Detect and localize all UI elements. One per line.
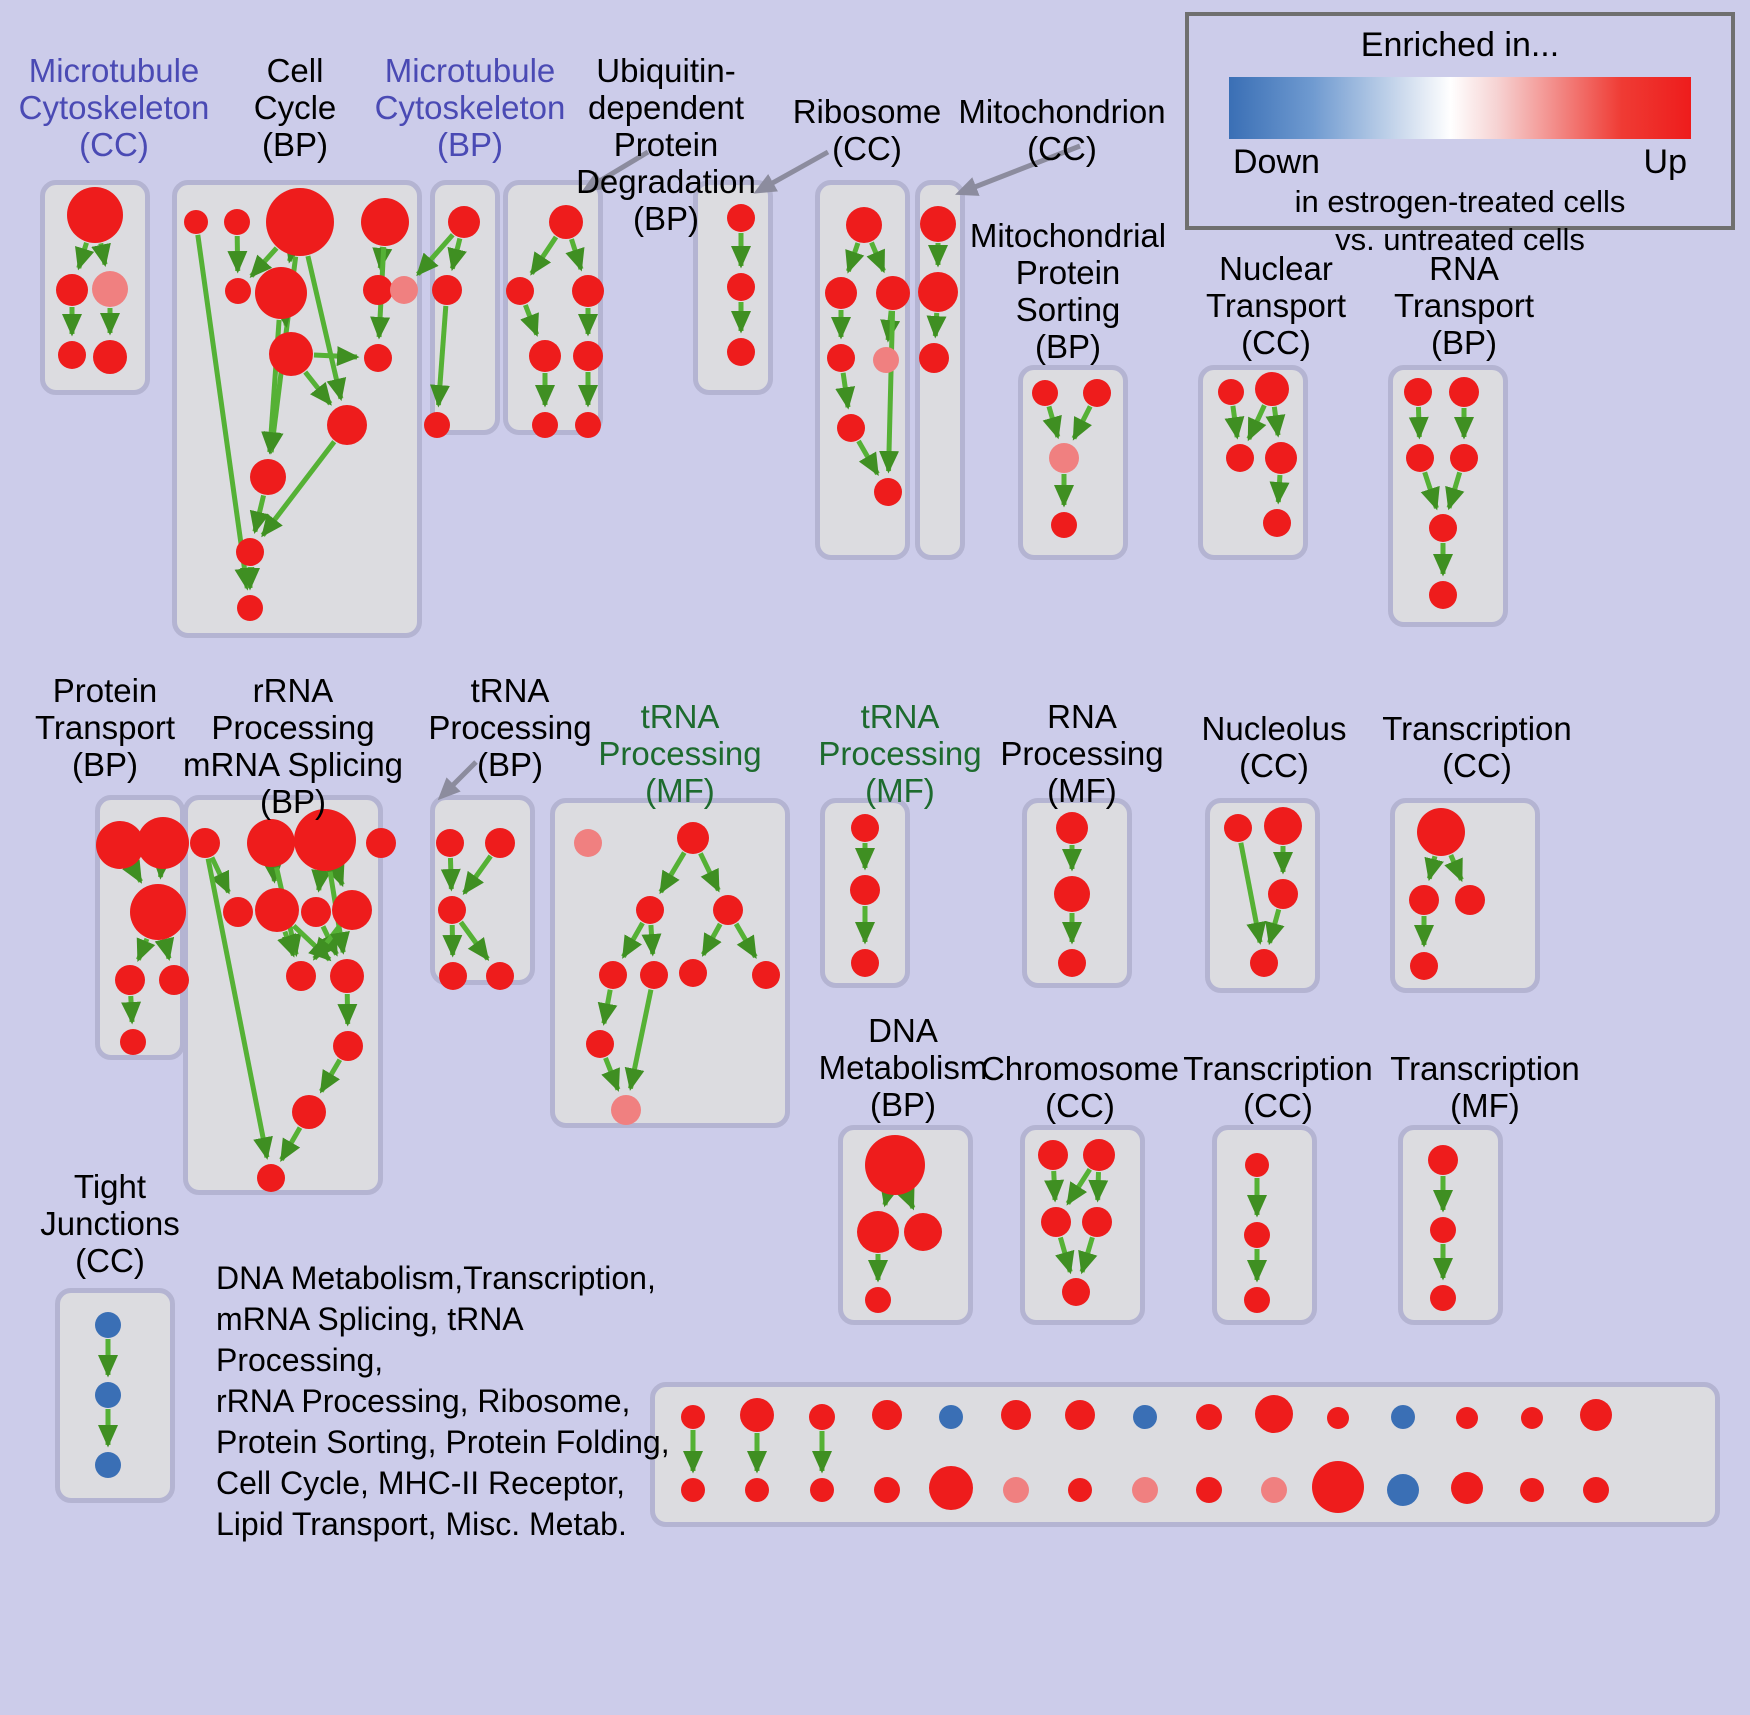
group-box [550, 798, 790, 1128]
group-box [1198, 365, 1308, 560]
group-box [1018, 365, 1128, 560]
group-box [1390, 798, 1540, 993]
group-box [55, 1288, 175, 1503]
group-label-transcription-cc-top: Transcription (CC) [1382, 710, 1572, 784]
group-box [1398, 1125, 1503, 1325]
group-label-microtubule-cc: Microtubule Cytoskeleton (CC) [18, 52, 210, 163]
group-box [183, 795, 383, 1195]
group-label-trna-processing-mf-1: tRNA Processing (MF) [598, 698, 762, 809]
legend-color-bar [1229, 77, 1691, 139]
group-box [815, 180, 910, 560]
group-box [430, 795, 535, 985]
group-box [1212, 1125, 1317, 1325]
group-label-mito-protein-sorting-bp: Mitochondrial Protein Sorting (BP) [969, 217, 1167, 365]
group-label-dna-metabolism-bp: DNA Metabolism (BP) [818, 1012, 988, 1123]
group-label-microtubule-bp: Microtubule Cytoskeleton (BP) [374, 52, 566, 163]
group-box [838, 1125, 973, 1325]
group-label-transcription-mf: Transcription (MF) [1390, 1050, 1580, 1124]
group-box [172, 180, 422, 638]
group-label-nucleolus-cc: Nucleolus (CC) [1201, 710, 1347, 784]
group-label-transcription-cc-bot: Transcription (CC) [1183, 1050, 1373, 1124]
group-label-rrna-mrna-bp: rRNA Processing mRNA Splicing (BP) [182, 672, 404, 820]
group-label-ribosome-cc: Ribosome (CC) [792, 93, 942, 167]
legend-title: Enriched in... [1360, 26, 1560, 64]
group-box [820, 798, 910, 988]
group-box [1205, 798, 1320, 993]
group-box [650, 1382, 1720, 1527]
group-label-protein-transport-bp: Protein Transport (BP) [35, 672, 175, 783]
group-label-trna-processing-mf-2: tRNA Processing (MF) [818, 698, 982, 809]
group-label-cell-cycle-bp: Cell Cycle (BP) [253, 52, 337, 163]
group-box [1020, 1125, 1145, 1325]
group-label-ubiquitin-bp: Ubiquitin- dependent Protein Degradation… [576, 52, 756, 237]
group-box [1022, 798, 1132, 988]
group-label-nuclear-transport-cc: Nuclear Transport (CC) [1206, 250, 1346, 361]
group-label-tight-junctions-cc: Tight Junctions (CC) [40, 1168, 180, 1279]
legend-caption-line1: in estrogen-treated cells [1294, 184, 1626, 219]
group-box [95, 795, 185, 1060]
group-label-rna-transport-bp: RNA Transport (BP) [1394, 250, 1534, 361]
group-label-rna-processing-mf: RNA Processing (MF) [1000, 698, 1164, 809]
legend-up-label: Up [1643, 143, 1687, 181]
group-box [430, 180, 500, 435]
group-label-mitochondrion-cc: Mitochondrion (CC) [958, 93, 1166, 167]
group-label-chromosome-cc: Chromosome (CC) [980, 1050, 1180, 1124]
group-box [1388, 365, 1508, 627]
group-box [915, 180, 965, 560]
legend-panel: Enriched in... Down Up in estrogen-treat… [1185, 12, 1735, 257]
group-label-trna-processing-bp: tRNA Processing (BP) [428, 672, 592, 783]
legend-caption-line2: vs. untreated cells [1335, 222, 1585, 257]
group-box [40, 180, 150, 395]
misc-categories-text: DNA Metabolism,Transcription, mRNA Splic… [216, 1260, 670, 1542]
legend-down-label: Down [1233, 143, 1320, 181]
